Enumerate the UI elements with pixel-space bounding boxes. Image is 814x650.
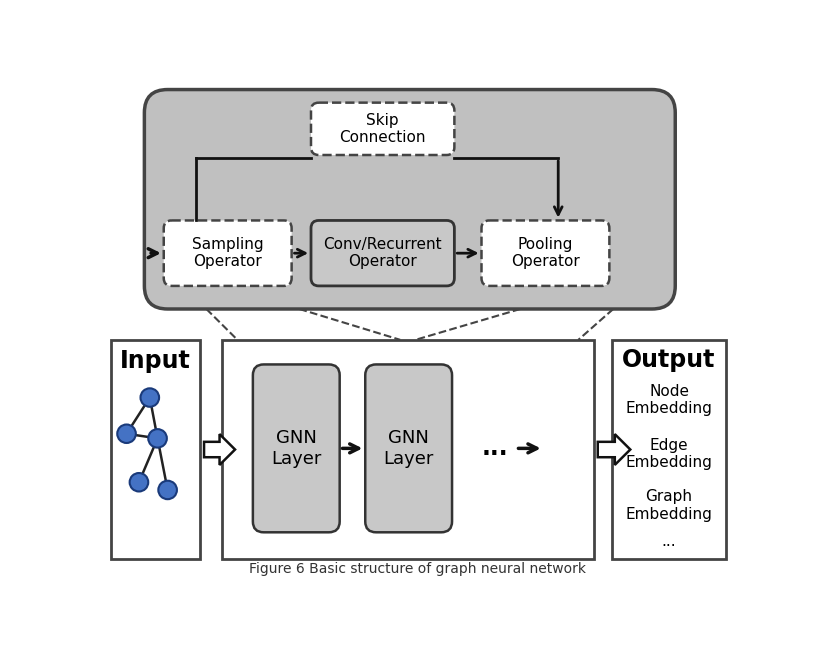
Polygon shape — [597, 434, 630, 465]
Circle shape — [159, 481, 177, 499]
Text: Edge
Embedding: Edge Embedding — [626, 437, 712, 470]
FancyBboxPatch shape — [311, 103, 454, 155]
Text: GNN
Layer: GNN Layer — [383, 429, 434, 468]
Text: Graph
Embedding: Graph Embedding — [626, 489, 712, 521]
Text: Conv/Recurrent
Operator: Conv/Recurrent Operator — [323, 237, 442, 269]
Circle shape — [141, 388, 159, 407]
Text: Figure 6 Basic structure of graph neural network: Figure 6 Basic structure of graph neural… — [248, 562, 586, 577]
Bar — [611, 340, 726, 559]
Circle shape — [117, 424, 136, 443]
FancyBboxPatch shape — [253, 365, 339, 532]
Text: Skip
Connection: Skip Connection — [339, 112, 426, 145]
FancyBboxPatch shape — [311, 220, 454, 286]
FancyBboxPatch shape — [144, 90, 676, 309]
Text: Input: Input — [120, 349, 191, 373]
Text: Output: Output — [623, 348, 716, 372]
Text: ...: ... — [481, 436, 508, 460]
Circle shape — [148, 429, 167, 448]
Text: GNN
Layer: GNN Layer — [271, 429, 322, 468]
Text: Sampling
Operator: Sampling Operator — [192, 237, 264, 269]
FancyBboxPatch shape — [164, 220, 291, 286]
Text: Node
Embedding: Node Embedding — [626, 384, 712, 416]
Polygon shape — [204, 434, 235, 465]
FancyBboxPatch shape — [482, 220, 610, 286]
Circle shape — [129, 473, 148, 491]
Text: ...: ... — [662, 534, 676, 549]
Bar — [222, 340, 594, 559]
FancyBboxPatch shape — [365, 365, 452, 532]
Text: Pooling
Operator: Pooling Operator — [511, 237, 580, 269]
Bar — [111, 340, 200, 559]
